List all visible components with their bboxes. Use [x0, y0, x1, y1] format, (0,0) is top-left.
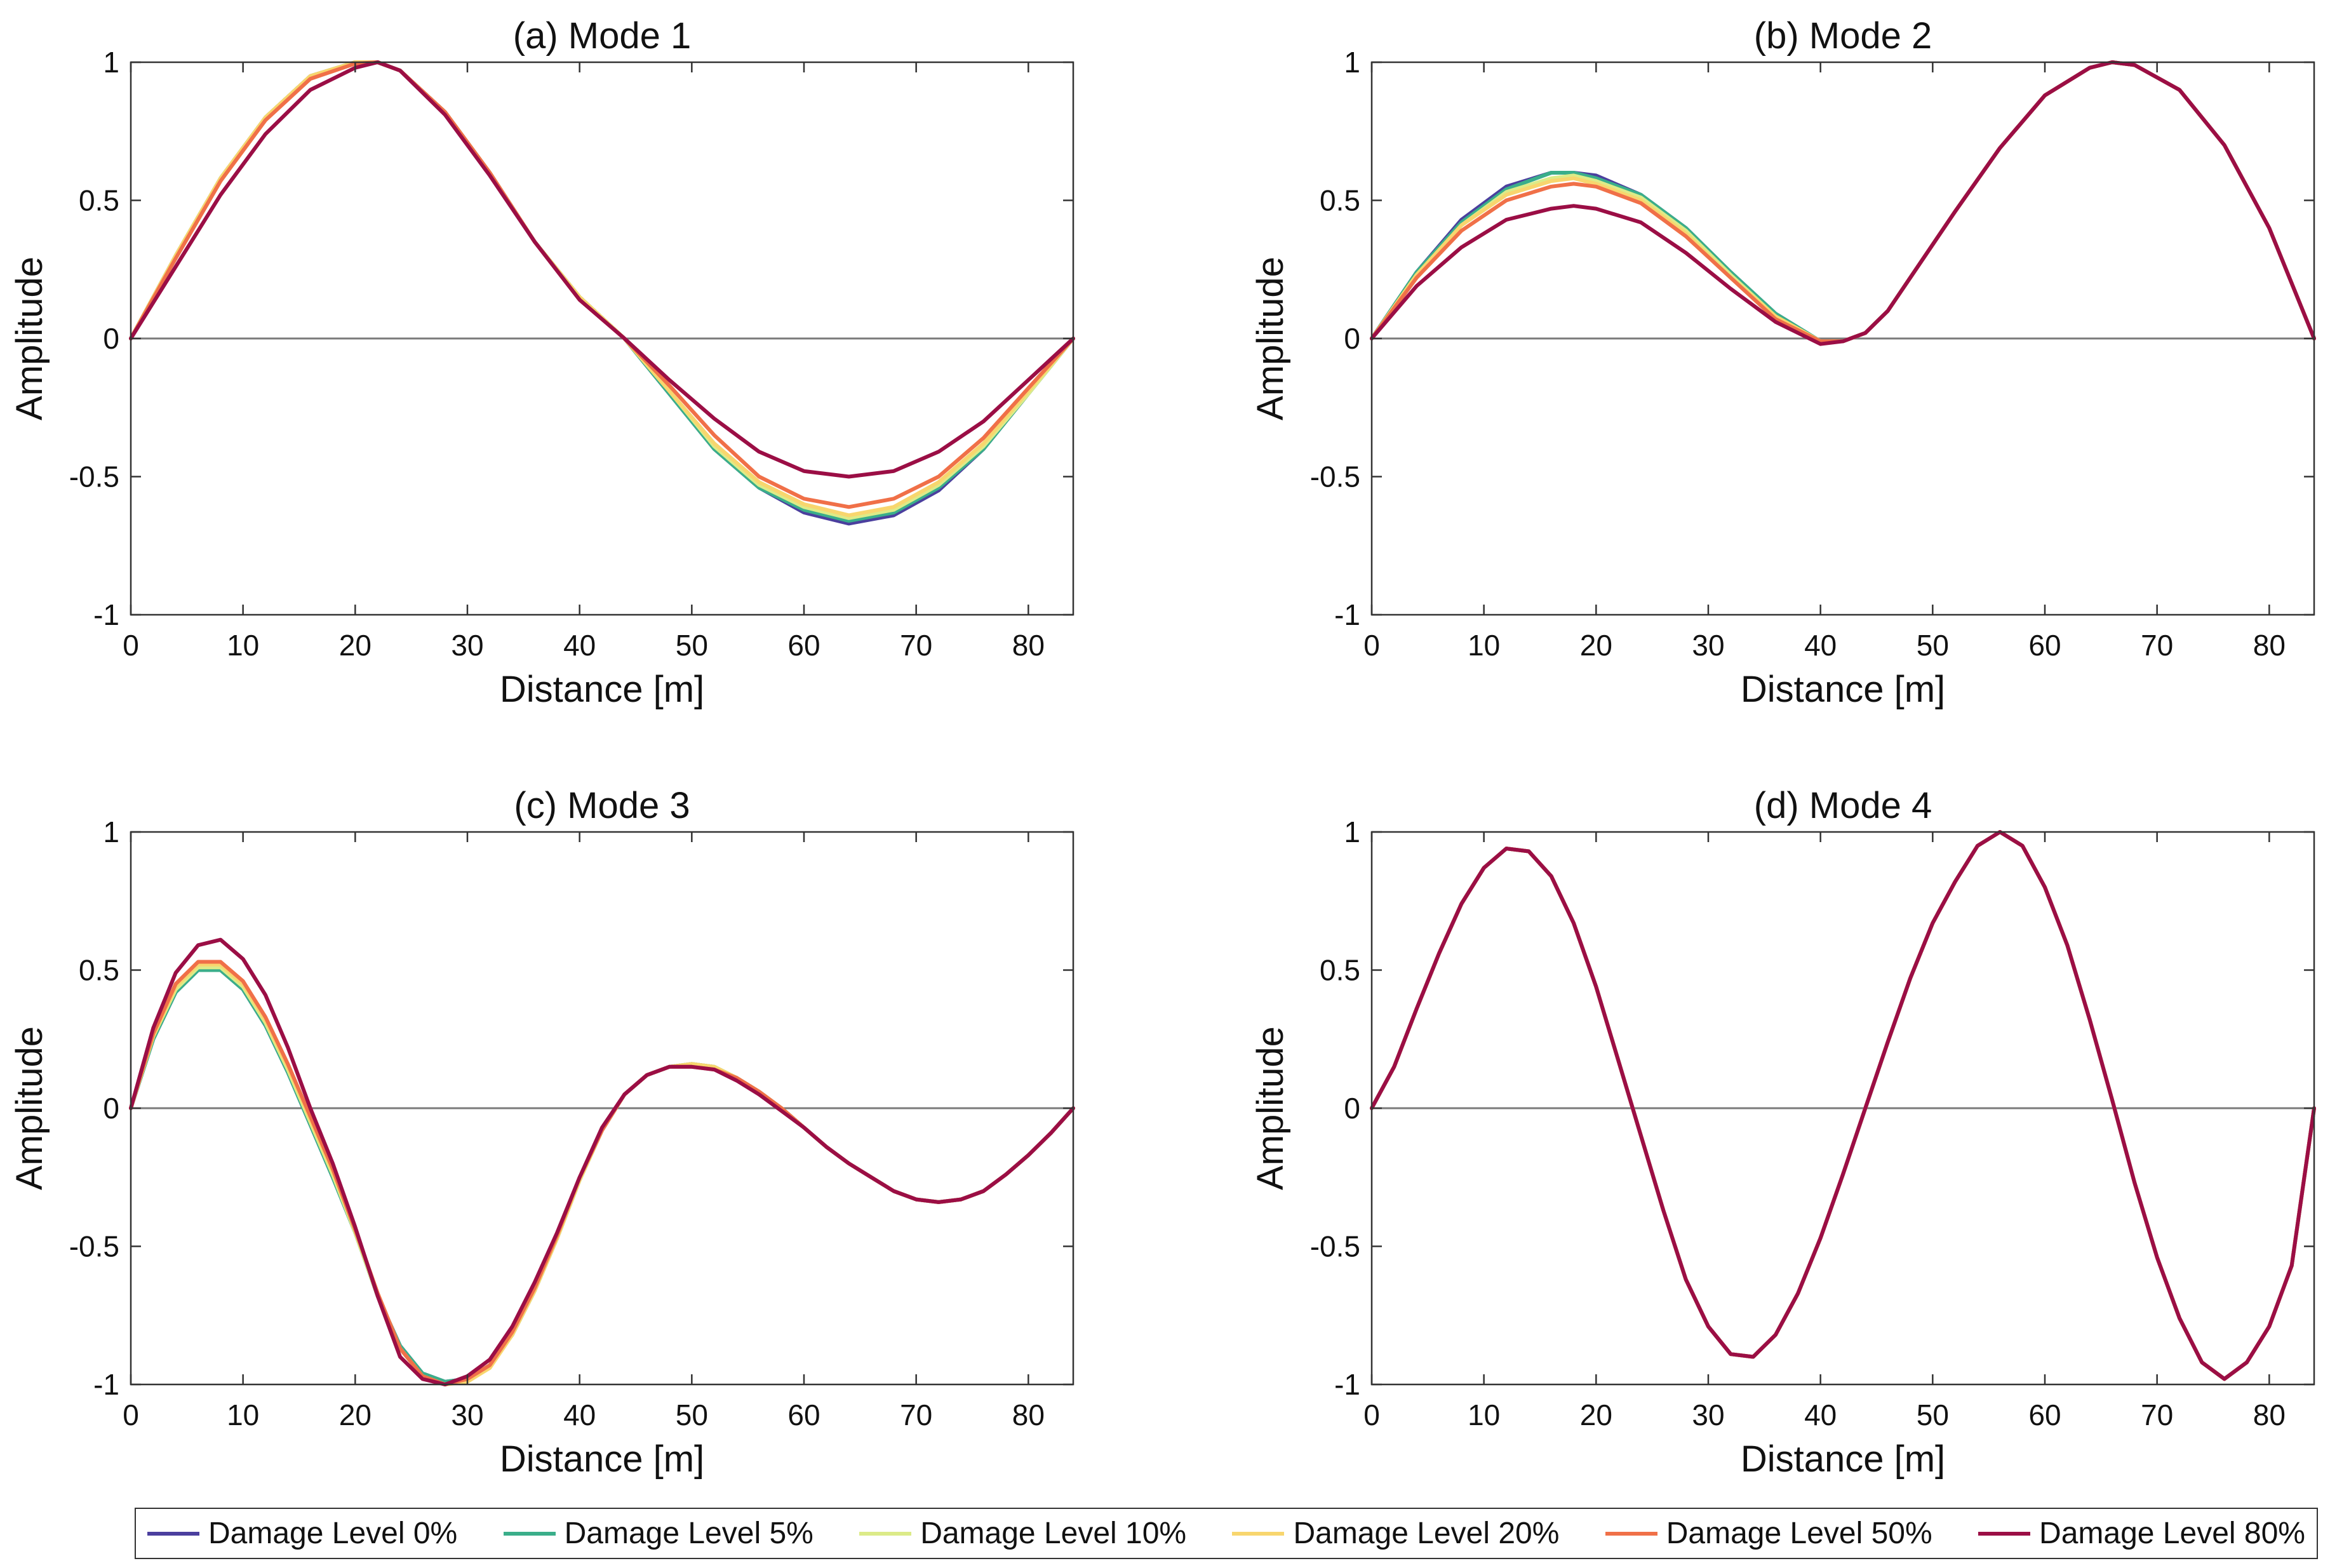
- x-tick-label: 30: [1692, 1398, 1724, 1431]
- x-tick-label: 40: [1804, 1398, 1837, 1431]
- y-tick-label: -0.5: [69, 1230, 119, 1263]
- x-tick-label: 40: [563, 1398, 596, 1431]
- x-tick-label: 10: [1468, 629, 1500, 662]
- y-axis-label: Amplitude: [9, 257, 50, 420]
- legend-swatch-5: [1978, 1531, 2031, 1536]
- x-tick-label: 30: [1692, 629, 1724, 662]
- y-tick-label: 0: [103, 1092, 119, 1125]
- y-axis-label: Amplitude: [1250, 257, 1291, 420]
- subplot-2: 0 10 20 30 40 50 60 70 80 -1 -0.5 0 0.5 1 (b) Mode 2 Di…: [1250, 15, 2316, 710]
- legend-label-2: Damage Level 10%: [920, 1517, 1187, 1550]
- x-axis-label: Distance [m]: [500, 669, 704, 710]
- series-line-5: [1370, 60, 2316, 346]
- x-tick-label: 20: [339, 1398, 372, 1431]
- y-tick-label: -0.5: [1310, 1230, 1360, 1263]
- y-tick-label: 1: [103, 46, 119, 79]
- y-tick-label: -1: [93, 1368, 119, 1401]
- y-tick-label: 0.5: [79, 954, 119, 987]
- chart-title: (c) Mode 3: [514, 785, 690, 826]
- x-tick-label: 20: [339, 629, 372, 662]
- chart-title: (d) Mode 4: [1754, 785, 1932, 826]
- x-tick-label: 10: [227, 629, 259, 662]
- x-tick-label: 0: [1363, 1398, 1380, 1431]
- x-tick-label: 70: [900, 1398, 932, 1431]
- x-axis-label: Distance [m]: [1741, 1438, 1945, 1480]
- x-tick-label: 60: [2028, 629, 2061, 662]
- y-tick-label: -0.5: [69, 460, 119, 493]
- legend-item-0: Damage Level 0%: [147, 1516, 457, 1551]
- x-tick-label: 30: [451, 629, 483, 662]
- legend-label-0: Damage Level 0%: [208, 1517, 458, 1550]
- series-line-5: [1370, 830, 2316, 1381]
- x-tick-label: 80: [1012, 1398, 1045, 1431]
- x-tick-label: 10: [1468, 1398, 1500, 1431]
- legend-label-3: Damage Level 20%: [1293, 1517, 1560, 1550]
- y-tick-label: -1: [1334, 1368, 1360, 1401]
- x-tick-label: 40: [563, 629, 596, 662]
- legend-swatch-3: [1232, 1531, 1285, 1536]
- y-tick-label: 0: [1344, 1092, 1360, 1125]
- x-tick-label: 50: [1917, 1398, 1949, 1431]
- y-tick-label: 1: [1344, 815, 1360, 848]
- x-axis-label: Distance [m]: [1741, 669, 1945, 710]
- legend-swatch-2: [859, 1531, 912, 1536]
- legend-label-1: Damage Level 5%: [564, 1517, 813, 1550]
- x-tick-label: 0: [123, 629, 139, 662]
- legend-swatch-4: [1605, 1531, 1657, 1536]
- legend: Damage Level 0% Damage Level 5% Damage L…: [135, 1508, 2318, 1559]
- x-tick-label: 40: [1804, 629, 1837, 662]
- x-tick-label: 20: [1580, 629, 1612, 662]
- legend-label-5: Damage Level 80%: [2039, 1517, 2305, 1550]
- legend-swatch-0: [147, 1531, 199, 1536]
- legend-item-2: Damage Level 10%: [859, 1516, 1186, 1551]
- x-tick-label: 50: [1917, 629, 1949, 662]
- subplot-3: 0 10 20 30 40 50 60 70 80 -1 -0.5 0 0.5 1 (c) Mode 3 Di…: [9, 785, 1075, 1480]
- x-tick-label: 80: [1012, 629, 1045, 662]
- x-tick-label: 50: [676, 1398, 708, 1431]
- x-tick-label: 0: [1363, 629, 1380, 662]
- x-tick-label: 20: [1580, 1398, 1612, 1431]
- y-tick-label: 0.5: [79, 184, 119, 217]
- chart-title: (a) Mode 1: [513, 15, 691, 57]
- legend-swatch-1: [503, 1531, 556, 1536]
- y-axis-label: Amplitude: [1250, 1026, 1291, 1190]
- y-tick-label: 0.5: [1320, 954, 1360, 987]
- y-tick-label: 0: [103, 322, 119, 355]
- x-tick-label: 80: [2253, 629, 2286, 662]
- x-tick-label: 30: [451, 1398, 483, 1431]
- x-tick-label: 60: [2028, 1398, 2061, 1431]
- y-tick-label: -1: [1334, 598, 1360, 631]
- y-tick-label: -1: [93, 598, 119, 631]
- y-tick-label: 1: [1344, 46, 1360, 79]
- x-tick-label: 80: [2253, 1398, 2286, 1431]
- series-line-5: [129, 937, 1075, 1386]
- x-tick-label: 60: [787, 1398, 820, 1431]
- y-tick-label: 0: [1344, 322, 1360, 355]
- x-tick-label: 0: [123, 1398, 139, 1431]
- subplot-4: 0 10 20 30 40 50 60 70 80 -1 -0.5 0 0.5 1 (d) Mode 4 Di…: [1250, 785, 2316, 1480]
- y-tick-label: -0.5: [1310, 460, 1360, 493]
- legend-item-3: Damage Level 20%: [1232, 1516, 1559, 1551]
- legend-item-1: Damage Level 5%: [503, 1516, 813, 1551]
- x-tick-label: 70: [900, 629, 932, 662]
- x-tick-label: 70: [2141, 629, 2173, 662]
- y-tick-label: 1: [103, 815, 119, 848]
- x-tick-label: 50: [676, 629, 708, 662]
- subplot-1: 0 10 20 30 40 50 60 70 80 -1 -0.5 0 0.5 1 (a) Mode 1 Di…: [9, 15, 1075, 710]
- x-tick-label: 70: [2141, 1398, 2173, 1431]
- legend-item-4: Damage Level 50%: [1605, 1516, 1932, 1551]
- series-line-5: [129, 60, 1075, 479]
- chart-title: (b) Mode 2: [1754, 15, 1932, 57]
- y-tick-label: 0.5: [1320, 184, 1360, 217]
- legend-label-4: Damage Level 50%: [1666, 1517, 1932, 1550]
- legend-item-5: Damage Level 80%: [1978, 1516, 2305, 1551]
- x-tick-label: 10: [227, 1398, 259, 1431]
- x-tick-label: 60: [787, 629, 820, 662]
- y-axis-label: Amplitude: [9, 1026, 50, 1190]
- x-axis-label: Distance [m]: [500, 1438, 704, 1480]
